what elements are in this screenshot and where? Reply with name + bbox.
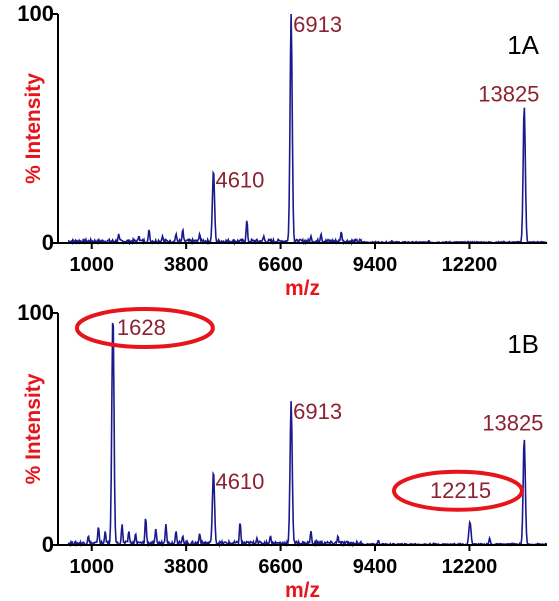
x-axis-label: m/z [285, 277, 320, 295]
peak-label: 13825 [482, 410, 543, 435]
x-tick-label: 12200 [442, 254, 498, 276]
spectrum-chart-1a: 0 100 1000 3800 6600 9400 12200 m/z % Intensity 1… [17, 1, 548, 295]
peak-label: 4610 [215, 469, 264, 494]
peak-label: 6913 [293, 399, 342, 424]
y-tick-label: 0 [42, 532, 54, 557]
peak-label: 1628 [117, 315, 166, 340]
panel-tag: 1A [507, 30, 539, 60]
highlight-ellipse [391, 469, 524, 512]
spectrum-panel-1a: 0 100 1000 3800 6600 9400 12200 m/z % Intensity 1… [0, 0, 559, 295]
y-tick-label: 0 [42, 230, 54, 255]
x-tick-label: 6600 [258, 254, 303, 276]
x-tick-label: 3800 [164, 254, 209, 276]
peak-label: 6913 [293, 12, 342, 37]
peak-label: 4610 [215, 168, 264, 193]
y-tick-label: 100 [17, 300, 54, 325]
highlight-ellipse [74, 307, 215, 349]
spectrum-chart-1b: 0 100 1000 3800 6600 9400 12200 m/z % Intensity 1… [17, 300, 547, 601]
x-tick-label: 9400 [353, 254, 398, 276]
x-axis-label: m/z [285, 579, 320, 601]
spectrum-trace-1a [67, 13, 548, 246]
spectrum-panel-1b: 0 100 1000 3800 6600 9400 12200 m/z % Intensity 1… [0, 295, 559, 601]
x-tick-label: 1000 [69, 254, 114, 276]
spectrum-trace-1b [67, 322, 547, 548]
y-axis-label: % Intensity [22, 373, 45, 484]
x-tick-label: 6600 [258, 556, 303, 578]
peak-label: 13825 [478, 82, 539, 107]
x-tick-label: 1000 [69, 556, 114, 578]
y-axis-label: % Intensity [22, 73, 45, 184]
peak-label: 12215 [430, 478, 491, 503]
x-tick-label: 9400 [353, 556, 398, 578]
x-tick-label: 3800 [164, 556, 209, 578]
panel-tag: 1B [507, 329, 539, 359]
y-tick-label: 100 [17, 1, 54, 26]
x-tick-label: 12200 [442, 556, 498, 578]
